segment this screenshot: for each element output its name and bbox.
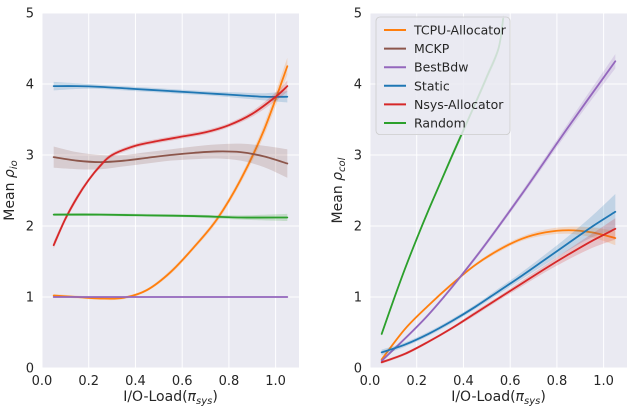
legend-label: MCKP xyxy=(414,41,450,56)
x-tick-label: 1.0 xyxy=(265,374,286,389)
legend-label: Nsys-Allocator xyxy=(414,97,504,112)
x-tick-label: 0.2 xyxy=(78,374,99,389)
y-tick-label: 1 xyxy=(26,291,34,306)
series-line xyxy=(52,85,289,247)
y-tick-label: 2 xyxy=(26,220,34,235)
series-line xyxy=(380,229,617,361)
series-line xyxy=(380,227,617,364)
legend-label: Random xyxy=(414,116,466,131)
legend: TCPU-Allocator MCKP BestBdw Static Nsys-Allo… xyxy=(375,16,511,135)
plot-area xyxy=(42,13,299,368)
series-line xyxy=(52,150,289,165)
x-tick-label: 0.0 xyxy=(360,374,381,389)
x-tick-label: 0.6 xyxy=(500,374,521,389)
x-tick-label: 0.8 xyxy=(547,374,568,389)
x-tick-label: 0.2 xyxy=(406,374,427,389)
y-axis-label: Mean ρcol xyxy=(330,157,348,223)
series-line xyxy=(380,60,617,362)
y-tick-label: 1 xyxy=(354,291,362,306)
x-tick-label: 0.8 xyxy=(219,374,240,389)
series-line xyxy=(52,65,289,300)
x-axis-label: I/O-Load(πsys) xyxy=(123,389,218,407)
x-tick-label: 0.0 xyxy=(32,374,53,389)
legend-label: Static xyxy=(414,78,450,93)
x-tick-label: 1.0 xyxy=(593,374,614,389)
chart-panel-2: 0.0 0.2 0.4 0.6 0.8 1.0 0 1 2 3 4 5 I/O-Load(πsys) Me… xyxy=(330,7,627,407)
x-axis-label: I/O-Load(πsys) xyxy=(451,389,546,407)
y-axis-label: Mean ρio xyxy=(2,160,20,220)
y-tick-label: 0 xyxy=(26,362,34,377)
chart-panel-1: 0.0 0.2 0.4 0.6 0.8 1.0 0 1 2 3 4 5 I/O-Load(πsys) Me… xyxy=(2,7,299,407)
y-tick-label: 3 xyxy=(354,149,362,164)
x-tick-label: 0.4 xyxy=(125,374,146,389)
y-tick-label: 5 xyxy=(354,7,362,22)
y-tick-label: 4 xyxy=(26,78,34,93)
series-line xyxy=(52,213,289,219)
y-tick-label: 2 xyxy=(354,220,362,235)
x-tick-label: 0.4 xyxy=(453,374,474,389)
legend-label: BestBdw xyxy=(414,60,468,75)
y-tick-label: 4 xyxy=(354,78,362,93)
legend-box xyxy=(375,16,511,135)
y-tick-label: 3 xyxy=(26,149,34,164)
series-line xyxy=(380,210,617,354)
y-tick-label: 0 xyxy=(354,362,362,377)
legend-label: TCPU-Allocator xyxy=(413,23,507,38)
series-group xyxy=(52,57,289,301)
y-tick-label: 5 xyxy=(26,7,34,22)
x-tick-label: 0.6 xyxy=(172,374,193,389)
series-line xyxy=(52,85,289,98)
